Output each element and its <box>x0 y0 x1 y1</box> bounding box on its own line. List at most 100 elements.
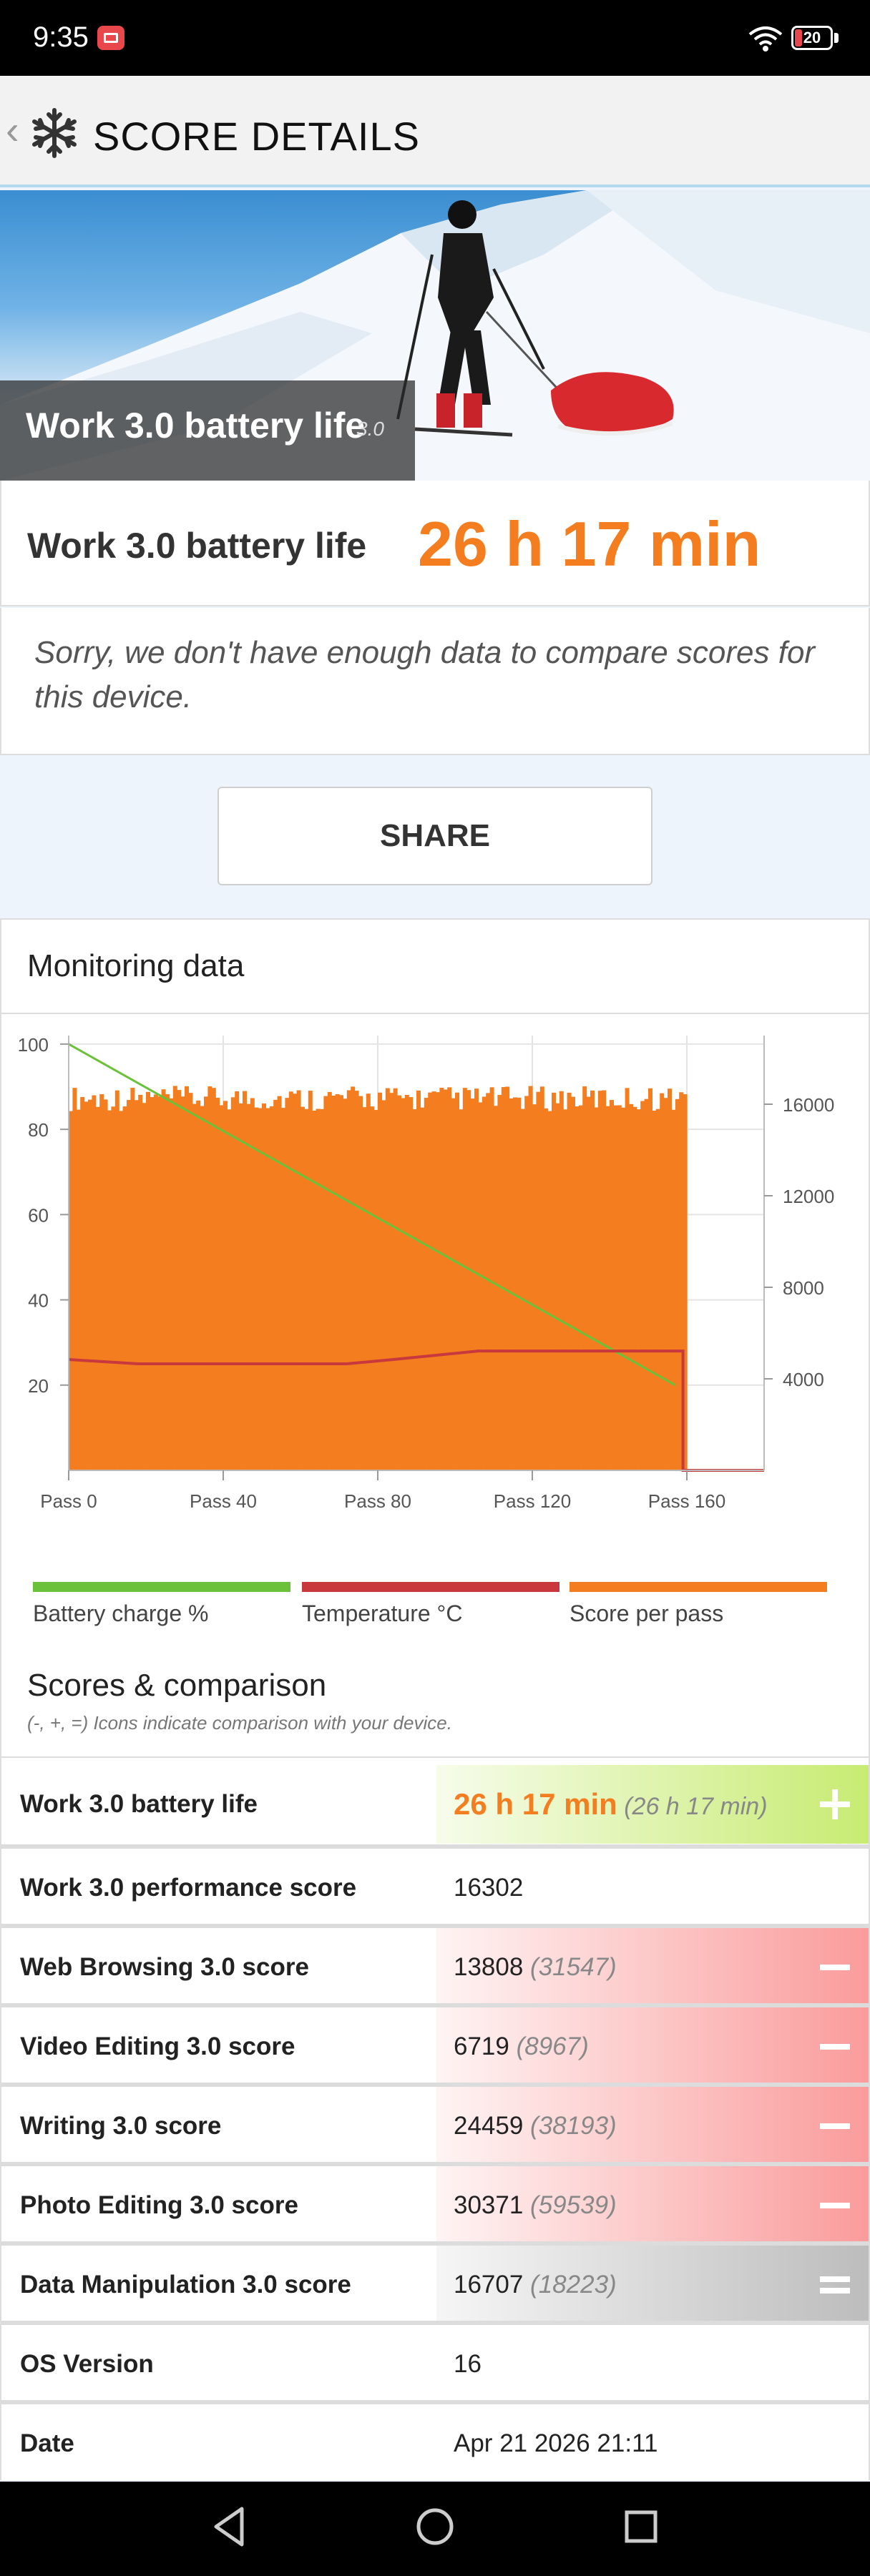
score-bar <box>119 1111 124 1470</box>
score-bar <box>436 1092 440 1470</box>
table-row: Video Editing 3.0 score 6719 (8967) <box>1 2003 869 2086</box>
score-bar <box>385 1088 390 1470</box>
left-tick-label: 100 <box>18 1034 49 1056</box>
score-bar <box>671 1109 676 1470</box>
row-value: 24459 (38193) <box>454 2112 617 2140</box>
score-bar <box>439 1087 444 1470</box>
score-bar <box>258 1108 263 1470</box>
row-compare-value: (26 h 17 min) <box>617 1793 768 1820</box>
row-value: 16 <box>454 2350 482 2378</box>
score-bar <box>366 1093 371 1470</box>
score-bar <box>629 1103 633 1470</box>
row-value-cell: 16 <box>436 2325 869 2404</box>
score-bar <box>524 1096 529 1470</box>
row-compare-value: (31547) <box>523 1953 617 1981</box>
navigation-bar <box>0 2482 870 2576</box>
score-bar <box>443 1089 448 1470</box>
score-bar <box>95 1106 100 1470</box>
table-row: Data Manipulation 3.0 score 16707 (18223) <box>1 2241 869 2324</box>
score-bar <box>157 1096 162 1470</box>
back-chevron-icon[interactable]: ‹ <box>6 107 19 152</box>
score-bar <box>621 1107 626 1470</box>
score-bar <box>660 1093 665 1470</box>
score-bar <box>679 1092 684 1470</box>
scores-subtitle: (-, +, =) Icons indicate comparison with… <box>27 1712 452 1734</box>
score-bar <box>262 1103 266 1470</box>
share-button[interactable]: SHARE <box>218 787 652 885</box>
score-bar <box>362 1107 367 1470</box>
score-bar <box>230 1097 235 1470</box>
score-bar <box>632 1106 637 1470</box>
score-bar <box>552 1092 556 1470</box>
row-label: Web Browsing 3.0 score <box>20 1953 309 1981</box>
snowflake-logo-icon <box>32 108 77 158</box>
score-bar <box>466 1090 471 1470</box>
score-bar <box>578 1105 583 1470</box>
score-bar <box>103 1099 108 1470</box>
score-bar <box>107 1110 112 1470</box>
score-bar <box>76 1109 81 1470</box>
score-bar <box>517 1097 522 1470</box>
score-bar <box>343 1098 348 1470</box>
row-label: Work 3.0 battery life <box>20 1790 258 1818</box>
score-bar <box>243 1091 247 1470</box>
row-label: Photo Editing 3.0 score <box>20 2191 298 2219</box>
score-bar <box>165 1094 170 1470</box>
nav-recents-icon[interactable] <box>620 2502 663 2552</box>
score-bar <box>370 1106 375 1470</box>
table-row: Work 3.0 battery life 26 h 17 min (26 h 1… <box>1 1765 869 1844</box>
row-compare-value: (59539) <box>523 2191 617 2219</box>
row-compare-value: (8967) <box>509 2032 589 2060</box>
score-bar <box>114 1090 119 1470</box>
nav-back-icon[interactable] <box>207 2502 250 2552</box>
score-bar <box>358 1096 363 1470</box>
score-bar <box>161 1089 166 1470</box>
score-bar <box>590 1090 595 1470</box>
legend-battery: Battery charge % <box>33 1582 290 1626</box>
status-time: 9:35 <box>33 21 89 53</box>
hero-banner: Work 3.0 battery life 3.0 <box>0 190 870 481</box>
score-bar <box>424 1097 429 1470</box>
score-bar <box>613 1105 618 1470</box>
score-bar <box>528 1086 533 1470</box>
score-bar <box>346 1090 351 1470</box>
score-bar <box>323 1096 328 1470</box>
app-bar: ‹ SCORE DETAILS <box>0 76 870 187</box>
score-bar <box>571 1096 575 1470</box>
score-bar <box>378 1092 382 1470</box>
row-value-cell: 16707 (18223) <box>436 2246 869 2324</box>
score-bar <box>668 1088 672 1470</box>
score-bar <box>192 1103 197 1470</box>
score-bar <box>605 1106 610 1470</box>
score-bar <box>99 1093 104 1470</box>
score-bar <box>138 1094 143 1470</box>
score-bar <box>401 1098 406 1470</box>
score-bar <box>497 1095 502 1470</box>
score-bar <box>544 1108 549 1470</box>
nav-home-icon[interactable] <box>414 2502 456 2552</box>
battery-level: 20 <box>803 29 821 46</box>
hero-version: 3.0 <box>356 418 384 440</box>
monitoring-title: Monitoring data <box>27 948 245 983</box>
score-bar <box>513 1097 517 1470</box>
x-tick-label: Pass 160 <box>648 1490 725 1512</box>
table-row: Web Browsing 3.0 score 13808 (31547) <box>1 1924 869 2007</box>
score-bar <box>327 1091 332 1470</box>
x-tick-label: Pass 0 <box>40 1490 97 1512</box>
score-bar <box>610 1100 614 1470</box>
table-row: Photo Editing 3.0 score 30371 (59539) <box>1 2162 869 2245</box>
score-bar <box>196 1100 201 1470</box>
score-bar <box>177 1090 182 1470</box>
score-bar <box>520 1108 525 1470</box>
score-bar <box>536 1091 541 1470</box>
score-bar <box>254 1107 259 1470</box>
score-bar <box>625 1088 630 1470</box>
score-bar <box>404 1095 409 1470</box>
score-bar <box>300 1106 305 1470</box>
minus-icon <box>817 1950 853 1985</box>
score-bar <box>250 1098 255 1470</box>
score-bar <box>559 1091 564 1470</box>
score-bar <box>555 1103 560 1470</box>
legend-score-label: Score per pass <box>570 1601 724 1626</box>
score-bar <box>296 1090 301 1470</box>
